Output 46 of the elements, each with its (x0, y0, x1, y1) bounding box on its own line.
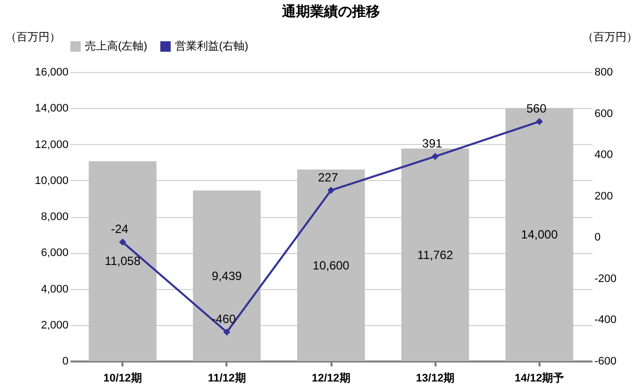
y2-tick-label: 0 (594, 232, 601, 244)
y2-tick-label: -400 (594, 314, 617, 326)
x-tick-label: 12/12期 (312, 372, 350, 384)
point (536, 118, 543, 126)
data-label: 391 (422, 136, 443, 150)
point (119, 238, 126, 246)
data-label: 14,000 (521, 228, 558, 242)
x-tick-label: 14/12期予 (514, 372, 564, 384)
x-tick-label: 13/12期 (416, 372, 454, 384)
data-label: -460 (212, 312, 236, 326)
bar (192, 190, 261, 361)
y-tick-label: 14,000 (34, 102, 68, 115)
bar (88, 161, 156, 361)
y-tick-label: 16,000 (34, 66, 68, 78)
y2-tick-label: -200 (594, 272, 617, 285)
y2-tick-label: 800 (594, 66, 613, 78)
y-tick-label: 10,000 (34, 174, 68, 187)
y2-tick-label: 600 (594, 108, 613, 120)
y2-tick-label: 400 (594, 149, 613, 162)
y-axis-title: （百万円） (6, 32, 60, 44)
y-tick-label: 12,000 (34, 138, 68, 151)
data-label: 11,058 (104, 254, 141, 268)
y-tick-label: 4,000 (40, 283, 68, 296)
data-label: 560 (526, 102, 547, 116)
legend-label: 売上高(左軸) (85, 40, 148, 53)
bar (297, 170, 365, 361)
y-tick-label: 6,000 (40, 247, 68, 260)
y2-axis-title: （百万円） (582, 32, 638, 44)
y2-tick-label: 200 (594, 190, 613, 202)
data-label: 227 (318, 170, 338, 184)
point (327, 186, 335, 194)
chart-title: 通期業績の推移 (281, 3, 380, 19)
data-label: -24 (110, 222, 129, 236)
x-tick-label: 11/12期 (208, 372, 246, 384)
y2-tick-label: -600 (594, 356, 617, 368)
point (432, 152, 439, 160)
bar (401, 148, 470, 361)
data-label: 11,762 (417, 248, 454, 262)
x-tick-label: 10/12期 (103, 372, 142, 384)
data-label: 10,600 (312, 258, 350, 272)
y-tick-label: 8,000 (40, 211, 68, 223)
y-tick-label: 2,000 (40, 319, 68, 332)
y-tick-label: 0 (62, 356, 68, 368)
point (223, 328, 230, 336)
data-label: 9,439 (212, 268, 242, 283)
legend-label: 営業利益(右軸) (175, 40, 248, 53)
